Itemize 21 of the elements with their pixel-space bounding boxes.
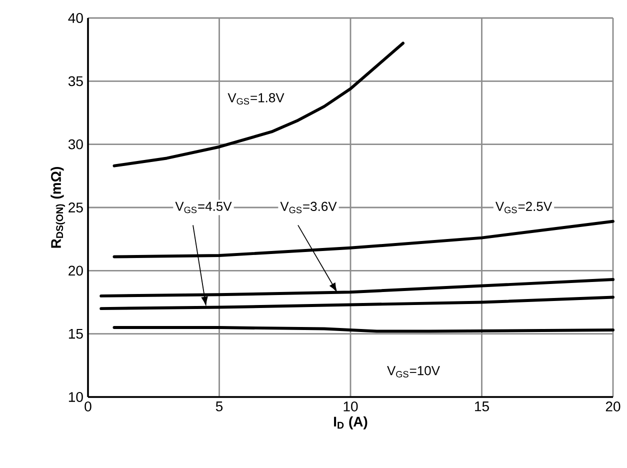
y-tick-label: 40 xyxy=(68,13,83,23)
y-tick-label: 35 xyxy=(68,76,83,86)
y-tick-label: 25 xyxy=(68,202,83,212)
x-axis-title: I$_{D}$ (A) xyxy=(334,416,368,430)
y-tick-label: 20 xyxy=(68,266,83,276)
x-tick-label: 5 xyxy=(216,402,223,412)
y-tick-label: 15 xyxy=(68,328,83,339)
text: V$_{GS}$=10V xyxy=(387,366,440,378)
x-tick-label: 10 xyxy=(344,402,358,412)
text: V$_{GS}$=3.6V xyxy=(280,202,337,214)
y-tick-label: 10 xyxy=(68,392,83,402)
line-series xyxy=(112,42,404,168)
y-tick-label: 30 xyxy=(68,139,83,150)
series-label: V$_{GS}$=1.8V xyxy=(228,93,284,105)
text: V$_{GS}$=4.5V xyxy=(175,202,232,214)
x-tick-label: 20 xyxy=(606,402,620,412)
x-tick-label: 0 xyxy=(84,402,92,412)
series-label: V$_{GS}$=2.5V xyxy=(495,202,552,214)
x-tick-label: 15 xyxy=(475,402,489,412)
line-series xyxy=(100,296,614,310)
y-axis-title: R$_{DS(ON)}$ (mΩ) xyxy=(50,167,66,248)
